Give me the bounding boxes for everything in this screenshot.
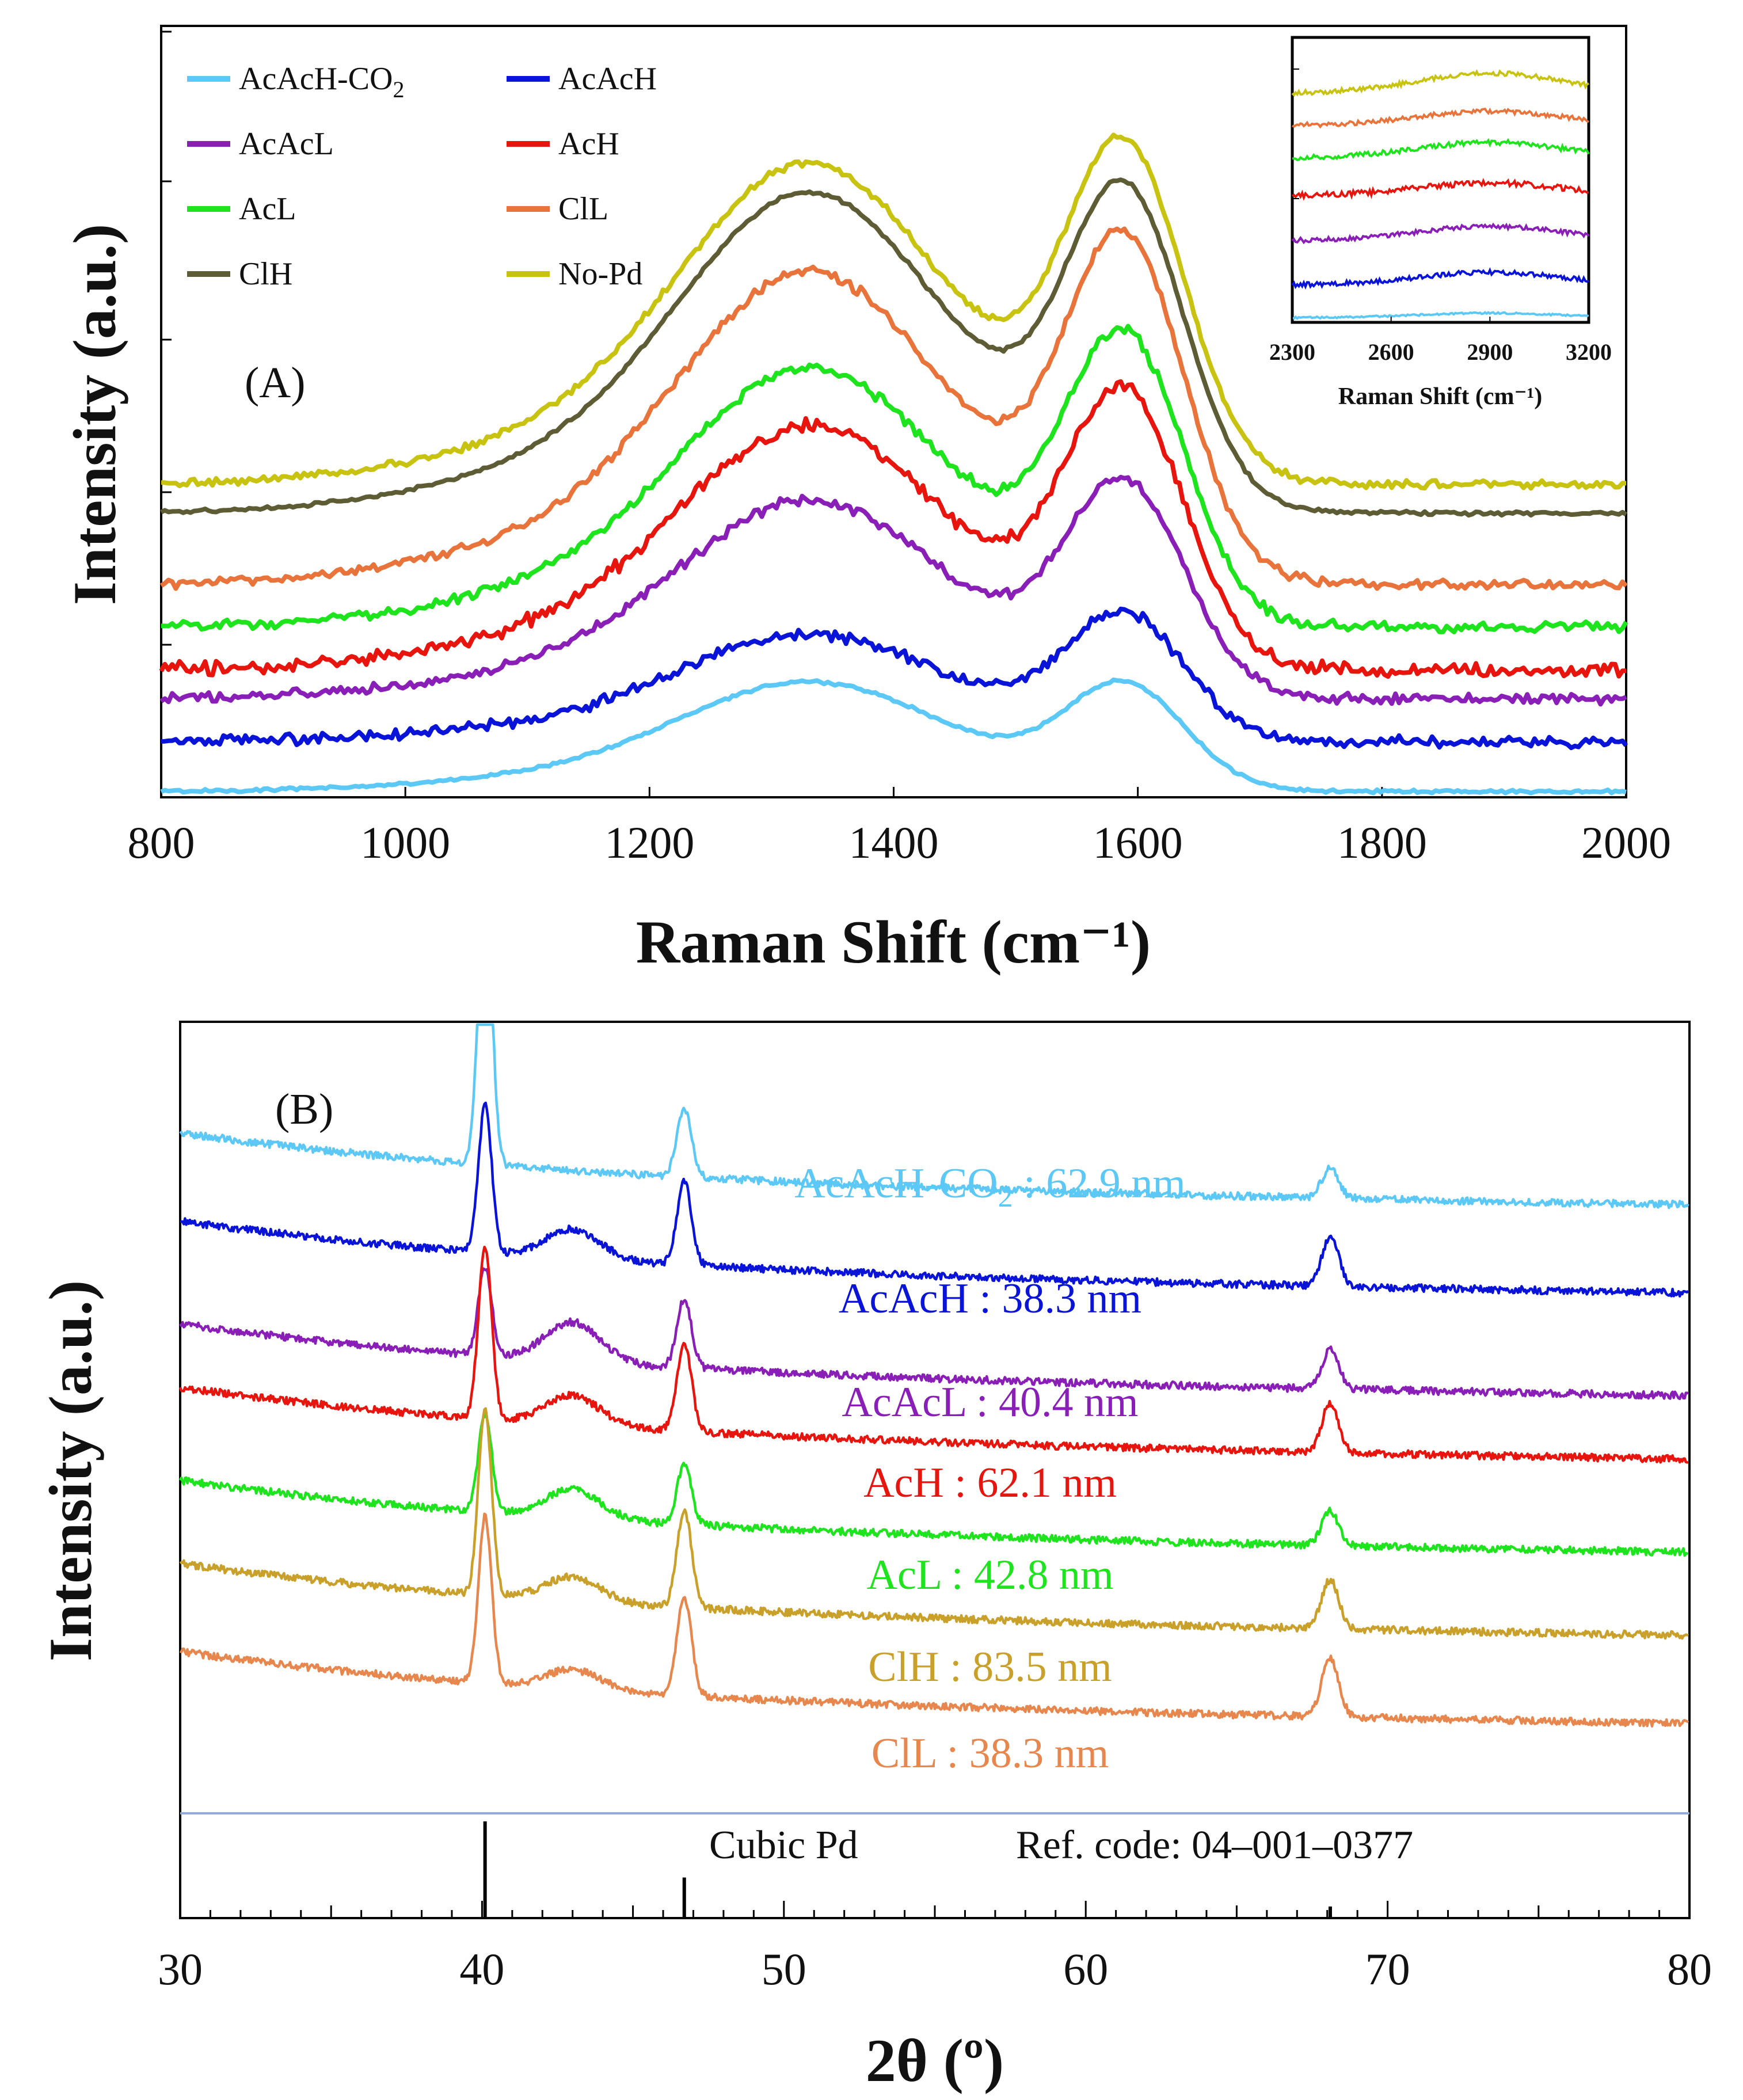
raman-curve-cll [159,226,1628,591]
xrd-curve-ach [178,1245,1689,1464]
xrd-label-ach: AcH : 62.1 nm [863,1459,1117,1506]
inset-curve-acl [1292,138,1590,162]
panel-a-x-tick-label: 1400 [849,817,939,868]
panel-a-x-tick-label: 1800 [1337,817,1427,868]
xrd-curve-acach-co2 [179,1023,1689,1209]
xrd-label-acach: AcAcH : 38.3 nm [839,1275,1141,1322]
xrd-curve-acach [180,1101,1689,1298]
inset-x-tick-label: 2300 [1269,339,1315,365]
xrd-label-clh: ClH : 83.5 nm [868,1644,1112,1691]
panel-a-label: (A) [245,359,306,407]
legend-label-acl: AcL [239,191,296,227]
panel-a-x-axis-title: Raman Shift (cm⁻¹) [636,908,1151,976]
inset-x-tick-label: 2600 [1368,339,1414,365]
xrd-label-size: : 62.9 nm [1013,1160,1186,1207]
inset-frame [1291,36,1590,324]
legend-label-no-pd: No-Pd [558,256,642,292]
legend-label-acach: AcAcH [558,61,657,97]
panel-a-x-tick-label: 2000 [1581,817,1671,868]
panel-b-x-tick-label: 70 [1365,1944,1410,1994]
xrd-curve-acacl [179,1267,1689,1401]
inset-curve-cll [1292,107,1589,129]
panel-b-y-axis-title: Intensity (a.u.) [37,1280,104,1662]
panel-b-xrd: 30 40 50 60 70 80 AcAcH-CO2 : 62.9 nm AcAcH : … [37,1021,1712,2094]
legend-label-clh: ClH [239,256,292,292]
inset-curve-acach [1291,267,1590,290]
panel-a-raman: 800 1000 1200 1400 1600 1800 2000 (A) AcAcH-CO… [61,25,1671,976]
panel-b-plot-frame [179,1021,1691,1919]
inset-x-tick-label: 3200 [1566,339,1612,365]
panel-a-legend: AcAcH-CO2 AcAcH AcAcL AcH AcL ClL ClH No-Pd [187,61,657,292]
reference-phase-label: Cubic Pd [709,1823,858,1867]
inset-curves [1291,69,1590,320]
panel-b-x-tick-label: 60 [1063,1944,1108,1994]
legend-label-ach: AcH [558,126,619,162]
inset-x-ticks: 2300 2600 2900 3200 [1269,69,1612,365]
raman-curve-acacl [159,474,1627,707]
panel-b-x-tick-label: 80 [1667,1944,1712,1994]
raman-curve-no-pd [161,132,1627,491]
legend-label-acach-co2: AcAcH-CO2 [239,61,404,102]
legend-label-acacl: AcAcL [239,126,334,162]
panel-b-x-tick-label: 50 [762,1944,806,1994]
panel-b-x-axis-title: 2θ (º) [866,2027,1004,2094]
panel-b-x-ticks: 30 40 50 60 70 80 [158,1901,1712,1994]
raman-curve-clh [160,177,1628,518]
inset-x-tick-label: 2900 [1467,339,1513,365]
panel-a-x-tick-label: 1600 [1093,817,1183,868]
panel-a-y-ticks [161,31,172,798]
panel-a-x-tick-label: 1200 [604,817,694,868]
panel-a-x-ticks: 800 1000 1200 1400 1600 1800 2000 [128,787,1671,868]
xrd-curve-cll [179,1512,1689,1728]
panel-b-x-tick-label: 40 [459,1944,504,1994]
panel-a-curves [159,132,1628,796]
inset-x-axis-title: Raman Shift (cm⁻¹) [1338,383,1542,410]
raman-curve-acach [161,606,1628,751]
xrd-label-subscript: 2 [998,1181,1013,1213]
panel-b-series-labels: AcAcH-CO2 : 62.9 nm AcAcH : 38.3 nm AcAcL … [794,1160,1186,1777]
inset-curve-acach-co2 [1292,311,1589,320]
panel-b-curves [178,1023,1689,1728]
panel-a-inset: 2300 2600 2900 3200 Raman Shift (cm⁻¹) [1269,36,1612,410]
xrd-curve-acl [178,1413,1689,1557]
panel-b-x-tick-label: 30 [158,1944,203,1994]
inset-curve-no-pd [1291,69,1589,97]
legend-label-cll: ClL [558,191,608,227]
inset-curve-acacl [1291,222,1590,245]
raman-curve-acach-co2 [160,677,1627,796]
xrd-curve-clh [179,1407,1689,1640]
reference-pattern: Cubic Pd Ref. code: 04–001–0377 [180,1812,1689,1918]
panel-a-y-axis-title: Intensity (a.u.) [61,224,128,606]
xrd-label-cll: ClL : 38.3 nm [872,1730,1109,1777]
panel-b-label: (B) [275,1085,333,1133]
raman-curve-ach [159,379,1627,679]
legend-subscript: 2 [393,77,404,102]
reference-code-label: Ref. code: 04–001–0377 [1016,1823,1413,1867]
xrd-label-acach-co2: AcAcH-CO2 : 62.9 nm [794,1160,1186,1213]
xrd-label-acl: AcL : 42.8 nm [867,1551,1114,1599]
raman-curve-acl [161,324,1628,634]
panel-a-x-tick-label: 1000 [360,817,450,868]
panel-a-x-tick-label: 800 [128,817,195,868]
inset-curve-ach [1292,177,1589,201]
xrd-label-acacl: AcAcL : 40.4 nm [842,1379,1138,1426]
reference-sticks [483,1821,1332,1918]
